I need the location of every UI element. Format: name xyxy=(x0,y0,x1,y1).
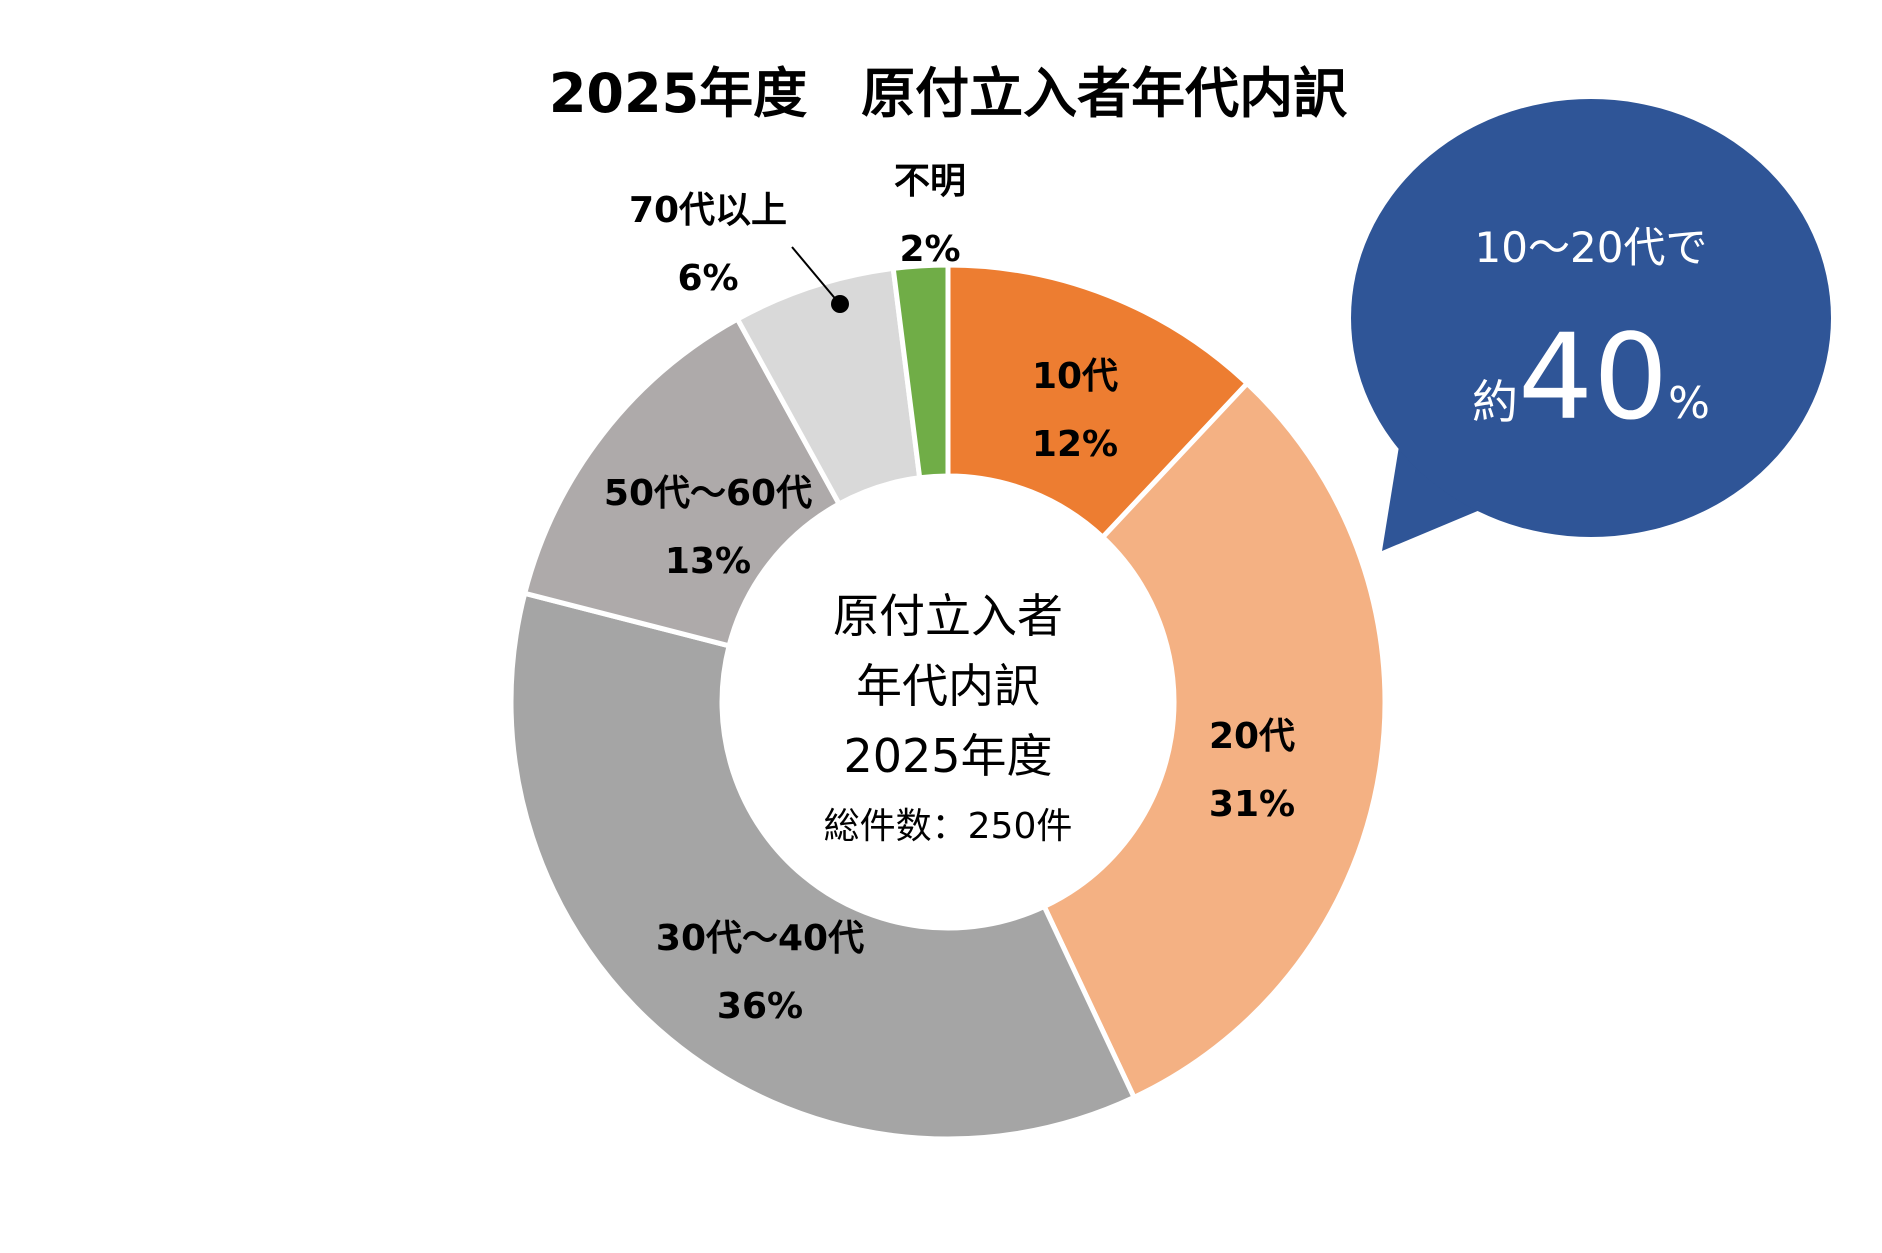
slice-label-10s: 10代 xyxy=(1032,356,1118,397)
center-line-4: 総件数：250件 xyxy=(824,806,1073,847)
slice-50s-60s xyxy=(521,315,843,649)
center-line-1: 原付立入者 xyxy=(833,589,1063,643)
callout-line-1: 10～20代で xyxy=(1475,223,1708,272)
slice-label-unknown: 不明 xyxy=(894,161,966,202)
slice-label-30s-40s: 30代～40代 xyxy=(656,918,864,959)
callout-line-2: 約40% xyxy=(1472,308,1710,446)
callout-bubble: 10～20代で 約40% xyxy=(1351,99,1831,551)
slice-30s-40s xyxy=(508,590,1138,1142)
callout-body xyxy=(1351,99,1831,537)
callout-number: 40 xyxy=(1518,308,1668,446)
slice-value-70s-plus: 6% xyxy=(677,258,738,299)
callout-prefix: 約 xyxy=(1472,375,1518,429)
slice-label-50s-60s: 50代～60代 xyxy=(604,473,812,514)
donut-slices xyxy=(508,262,1388,1142)
slice-value-unknown: 2% xyxy=(899,229,960,270)
slice-20s xyxy=(1040,379,1388,1101)
leader-dot xyxy=(831,295,849,313)
center-label: 原付立入者 年代内訳 2025年度 総件数：250件 xyxy=(824,589,1073,847)
slice-label-70s-plus: 70代以上 xyxy=(629,190,787,231)
callout-suffix: % xyxy=(1668,378,1710,429)
slice-labels: 10代 12% 20代 31% 30代～40代 36% 50代～60代 13% 70代以上 6% 不… xyxy=(604,161,1295,1027)
slice-value-30s-40s: 36% xyxy=(717,986,803,1027)
center-line-2: 年代内訳 xyxy=(856,659,1040,713)
slice-value-50s-60s: 13% xyxy=(665,541,751,582)
leader-line xyxy=(791,246,839,303)
chart-title: 2025年度 原付立入者年代内訳 xyxy=(549,62,1348,125)
center-line-3: 2025年度 xyxy=(843,729,1052,783)
slice-value-10s: 12% xyxy=(1032,424,1118,465)
slice-10s xyxy=(945,262,1251,541)
callout-tail xyxy=(1382,440,1480,551)
slice-value-20s: 31% xyxy=(1209,784,1295,825)
slice-unknown xyxy=(890,262,951,481)
slice-label-20s: 20代 xyxy=(1209,716,1295,757)
